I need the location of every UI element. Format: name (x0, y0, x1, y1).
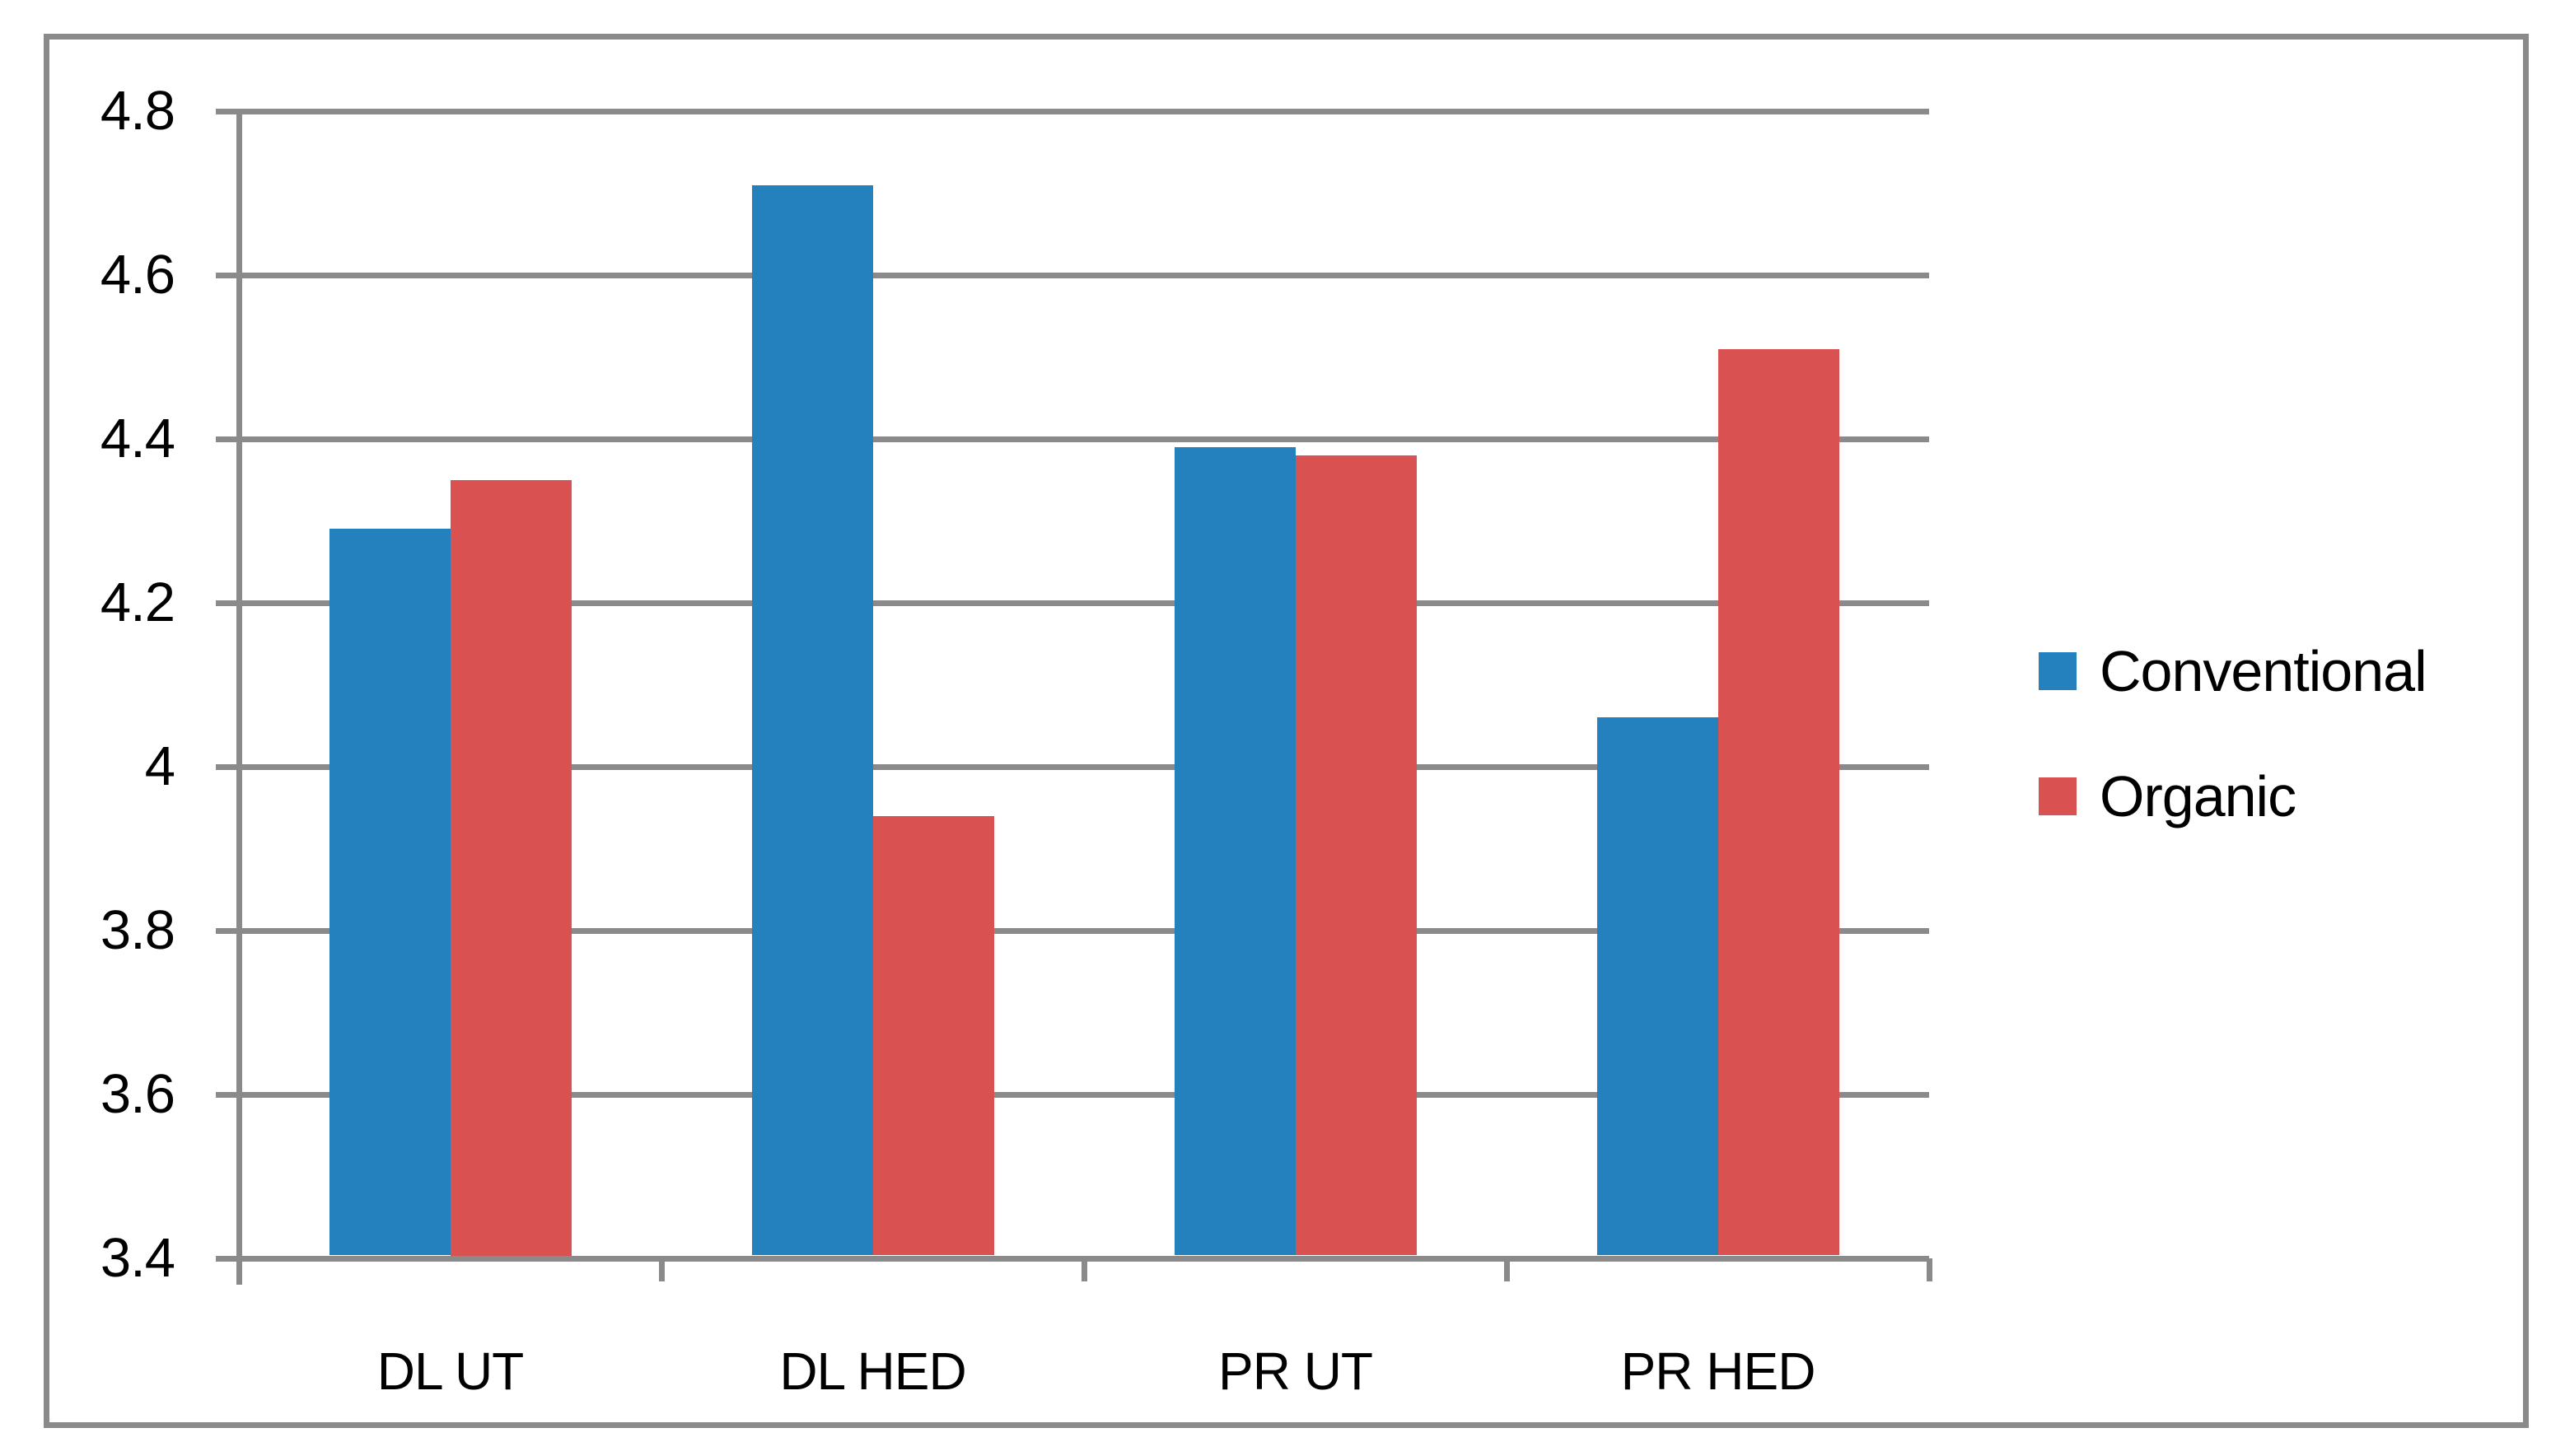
y-gridline (216, 1091, 1929, 1098)
x-category-label: DL HED (779, 1342, 966, 1401)
y-tick-label: 4.8 (100, 80, 175, 142)
x-axis-tick (1926, 1258, 1932, 1281)
legend-label-conventional: Conventional (2100, 639, 2427, 703)
bar-organic (1717, 348, 1839, 1256)
y-gridline (216, 108, 1929, 114)
y-gridline (216, 272, 1929, 278)
x-axis-tick (1503, 1258, 1510, 1281)
bar-organic (1295, 455, 1417, 1256)
x-category-label: DL UT (376, 1342, 525, 1401)
x-axis-tick (1081, 1258, 1087, 1281)
y-tick-label: 3.6 (100, 1063, 175, 1125)
y-gridline (216, 927, 1929, 934)
y-gridline (216, 600, 1929, 606)
x-category-label: PR HED (1620, 1342, 1816, 1401)
y-tick-label: 4.2 (100, 572, 175, 633)
bar-organic (872, 815, 994, 1256)
bar-conventional (751, 184, 873, 1256)
x-axis-tick (236, 1258, 242, 1281)
y-tick-label: 4.6 (100, 244, 175, 306)
y-axis-line (236, 108, 242, 1285)
y-tick-label: 3.8 (100, 899, 175, 961)
legend-swatch-conventional (2039, 652, 2077, 690)
bar-conventional (329, 529, 451, 1256)
legend-label-organic: Organic (2100, 764, 2296, 828)
y-gridline (216, 763, 1929, 770)
x-axis-line (216, 1255, 1929, 1262)
y-tick-label: 4 (144, 735, 175, 797)
y-gridline (216, 436, 1929, 442)
x-category-label: PR UT (1218, 1342, 1373, 1401)
y-tick-label: 4.4 (100, 408, 175, 469)
legend-swatch-organic (2039, 777, 2077, 815)
x-axis-tick (658, 1258, 665, 1281)
bar-conventional (1596, 717, 1718, 1256)
y-tick-label: 3.4 (100, 1227, 175, 1289)
bar-conventional (1174, 446, 1296, 1256)
bar-organic (450, 479, 572, 1256)
